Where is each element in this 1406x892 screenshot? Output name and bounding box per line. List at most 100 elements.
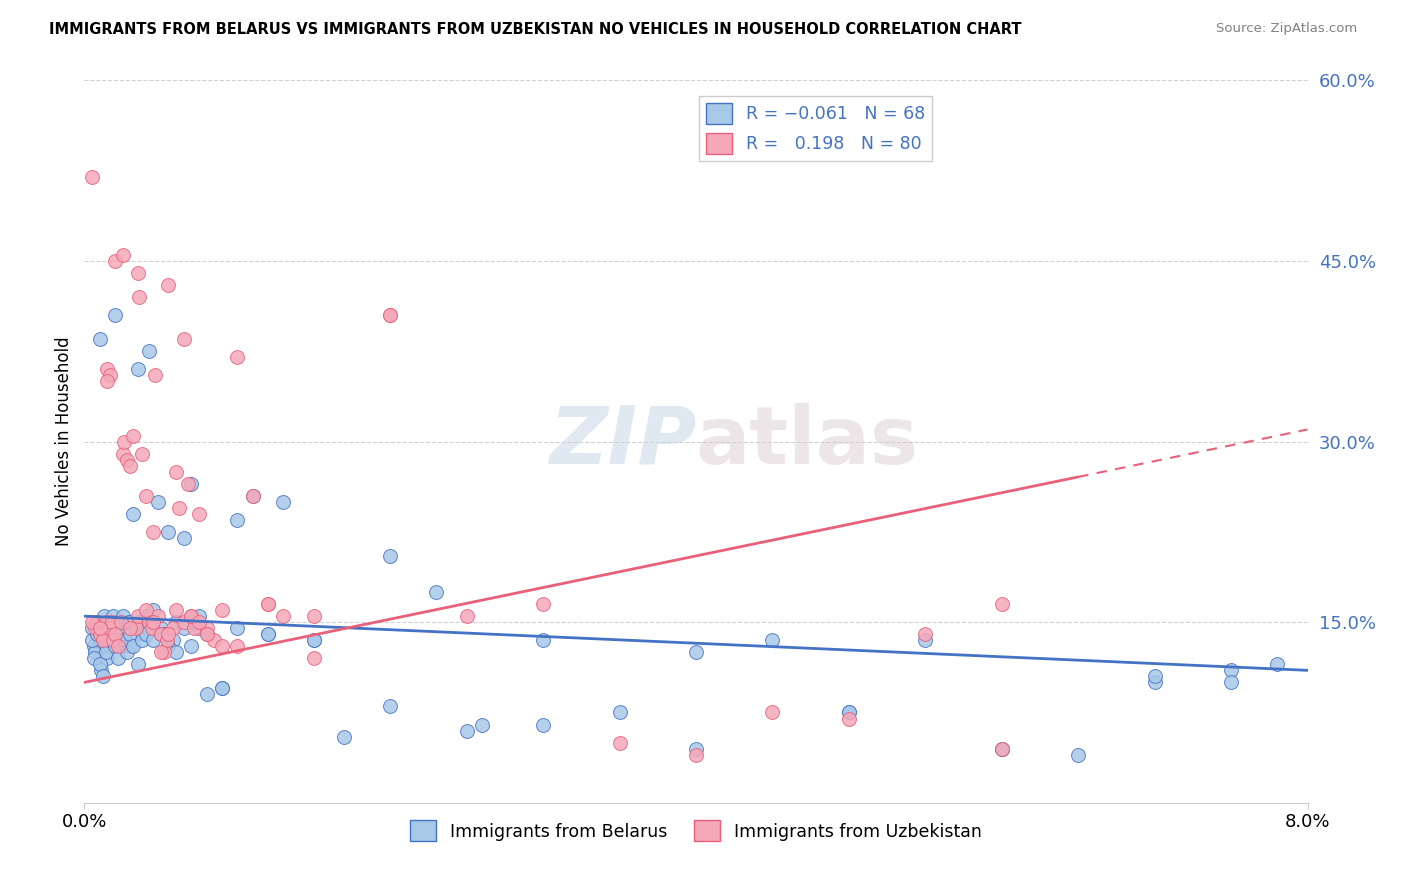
Point xyxy=(188,621,211,635)
Point xyxy=(180,476,202,491)
Point xyxy=(101,615,124,630)
Point xyxy=(114,633,136,648)
Point xyxy=(107,615,129,630)
Point xyxy=(104,639,127,653)
Point xyxy=(177,476,200,491)
Point xyxy=(112,434,135,449)
Point xyxy=(107,651,129,665)
Point xyxy=(131,446,153,460)
Point xyxy=(149,621,172,635)
Point xyxy=(110,615,132,630)
Point xyxy=(142,615,165,630)
Point xyxy=(226,639,249,653)
Point xyxy=(1220,664,1243,678)
Point xyxy=(157,639,180,653)
Point xyxy=(380,308,402,322)
Point xyxy=(257,627,280,641)
Point xyxy=(302,651,325,665)
Point xyxy=(195,627,218,641)
Point xyxy=(609,706,631,720)
Point xyxy=(104,308,127,322)
Text: atlas: atlas xyxy=(696,402,920,481)
Point xyxy=(89,627,111,641)
Point xyxy=(111,248,134,262)
Point xyxy=(149,627,172,641)
Point xyxy=(162,633,184,648)
Point xyxy=(103,609,125,624)
Point xyxy=(107,639,129,653)
Point xyxy=(226,513,249,527)
Point xyxy=(165,615,187,630)
Point xyxy=(143,368,166,383)
Point xyxy=(991,597,1014,611)
Point xyxy=(96,651,118,665)
Point xyxy=(98,639,121,653)
Point xyxy=(111,609,134,624)
Point xyxy=(127,657,149,672)
Point xyxy=(531,633,554,648)
Point xyxy=(180,639,202,653)
Point xyxy=(111,446,134,460)
Point xyxy=(188,507,211,521)
Point xyxy=(96,362,118,376)
Point xyxy=(157,278,180,293)
Point xyxy=(838,712,860,726)
Point xyxy=(153,645,176,659)
Point xyxy=(149,627,172,641)
Point xyxy=(211,603,233,617)
Point xyxy=(761,633,783,648)
Text: ZIP: ZIP xyxy=(548,402,696,481)
Point xyxy=(242,489,264,503)
Point xyxy=(104,253,127,268)
Point xyxy=(991,741,1014,756)
Point xyxy=(531,717,554,731)
Point xyxy=(257,597,280,611)
Point xyxy=(271,609,294,624)
Point xyxy=(195,627,218,641)
Point xyxy=(1220,675,1243,690)
Point xyxy=(188,609,211,624)
Point xyxy=(80,633,103,648)
Point xyxy=(173,615,195,630)
Point xyxy=(138,615,160,630)
Point xyxy=(165,645,187,659)
Point xyxy=(131,633,153,648)
Point xyxy=(83,639,105,653)
Point xyxy=(118,615,141,630)
Point xyxy=(89,657,111,672)
Point xyxy=(125,621,148,635)
Point xyxy=(173,621,195,635)
Point xyxy=(257,627,280,641)
Point xyxy=(96,375,118,389)
Point xyxy=(302,633,325,648)
Point xyxy=(84,645,107,659)
Point xyxy=(173,531,195,545)
Point xyxy=(226,350,249,364)
Point xyxy=(103,633,125,648)
Point xyxy=(105,633,128,648)
Point xyxy=(97,621,120,635)
Point xyxy=(120,621,142,635)
Point xyxy=(165,603,187,617)
Point xyxy=(122,639,145,653)
Point xyxy=(162,621,184,635)
Point xyxy=(91,669,114,683)
Point xyxy=(108,627,131,641)
Point xyxy=(1143,675,1166,690)
Point xyxy=(93,609,115,624)
Point xyxy=(97,633,120,648)
Point xyxy=(761,706,783,720)
Point xyxy=(135,627,157,641)
Point xyxy=(211,681,233,696)
Point xyxy=(471,717,494,731)
Point xyxy=(991,741,1014,756)
Point xyxy=(91,633,114,648)
Point xyxy=(112,633,135,648)
Point xyxy=(1143,669,1166,683)
Point xyxy=(115,452,138,467)
Point xyxy=(80,615,103,630)
Point xyxy=(211,681,233,696)
Text: Source: ZipAtlas.com: Source: ZipAtlas.com xyxy=(1216,22,1357,36)
Point xyxy=(157,524,180,539)
Point xyxy=(86,627,108,641)
